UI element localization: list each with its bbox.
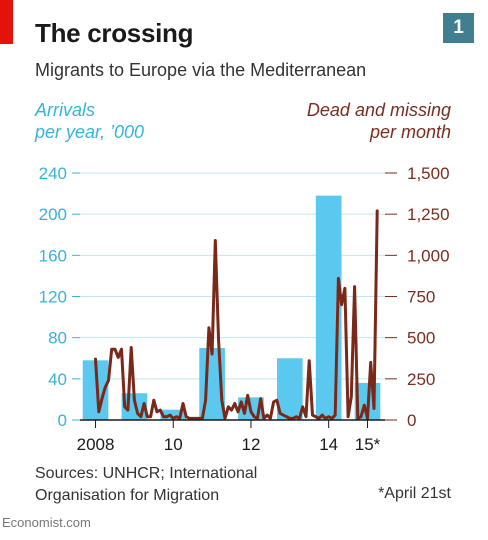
source-note: Sources: UNHCR; International Organisati… [35,463,257,507]
x-axis-tick-label: 14 [319,435,338,454]
chart-title: The crossing [35,18,194,48]
left-axis-tick-label: 40 [48,370,67,389]
right-axis-tick-label: 1,250 [407,205,450,224]
left-axis-title-line2: per year, ’000 [35,122,145,142]
source-line1: Sources: UNHCR; International [35,465,258,482]
dead-missing-line [94,209,379,420]
right-axis-tick-label: 1,500 [407,164,450,183]
brand-credit: Economist.com [2,515,91,530]
bar-2010 [160,409,187,420]
right-axis-tick-label: 500 [407,329,435,348]
left-axis-title-line1: Arrivals [35,100,96,120]
right-axis-title-line2: per month [369,122,451,142]
right-axis-tick-label: 0 [407,411,416,430]
bar-2013 [276,358,303,420]
right-axis-title: Dead and missing per month [307,99,451,143]
left-axis-title: Arrivals per year, ’000 [35,99,144,143]
brand-red-tag [0,0,13,44]
left-axis-tick-label: 160 [39,246,67,265]
left-axis-tick-label: 80 [48,329,67,348]
footnote: *April 21st [378,485,451,502]
left-axis-tick-label: 240 [39,164,67,183]
chart-subtitle: Migrants to Europe via the Mediterranean [35,60,367,80]
left-axis-tick-label: 0 [58,411,67,430]
right-axis-tick-label: 250 [407,370,435,389]
source-line2: Organisation for Migration [35,487,220,504]
x-axis-tick-label: 2008 [77,435,115,454]
x-axis-tick-label: 15* [355,435,381,454]
x-axis-tick-label: 10 [164,435,183,454]
left-axis-tick-label: 200 [39,205,67,224]
right-axis-tick-label: 750 [407,288,435,307]
right-axis-tick-label: 1,000 [407,246,450,265]
left-axis-tick-label: 120 [39,288,67,307]
x-axis-tick-label: 12 [241,435,260,454]
chart-number-badge: 1 [443,13,474,43]
right-axis-title-line1: Dead and missing [306,100,451,120]
